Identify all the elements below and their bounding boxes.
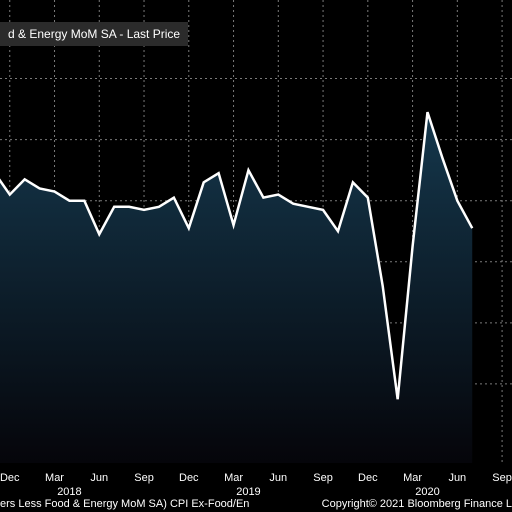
x-tick-label: Dec <box>358 472 378 484</box>
legend-label: d & Energy MoM SA - Last Price <box>8 27 181 41</box>
x-tick-label: Jun <box>90 472 108 484</box>
x-year-label: 2020 <box>415 486 439 498</box>
x-tick-label: Dec <box>0 472 20 484</box>
series-area <box>0 112 473 463</box>
x-tick-label: Jun <box>448 472 466 484</box>
x-tick-label: Sep <box>313 472 333 484</box>
footer-copyright: Copyright© 2021 Bloomberg Finance L <box>321 498 512 510</box>
x-axis-years: 2018 2019 2020 <box>57 486 440 498</box>
x-tick-label: Jun <box>269 472 287 484</box>
series-line <box>0 111 474 400</box>
x-year-label: 2019 <box>236 486 260 498</box>
x-tick-label: Mar <box>403 472 422 484</box>
legend: d & Energy MoM SA - Last Price <box>0 22 189 46</box>
footer-series-description: ers Less Food & Energy MoM SA) CPI Ex-Fo… <box>0 498 250 510</box>
x-year-label: 2018 <box>57 486 81 498</box>
x-axis-ticks: Dec Mar Jun Sep Dec Mar Jun Sep Dec Mar Jun Sep <box>0 472 512 484</box>
x-tick-label: Sep <box>492 472 512 484</box>
x-tick-label: Mar <box>224 472 243 484</box>
x-tick-label: Dec <box>179 472 199 484</box>
x-tick-label: Sep <box>134 472 154 484</box>
x-tick-label: Mar <box>45 472 64 484</box>
